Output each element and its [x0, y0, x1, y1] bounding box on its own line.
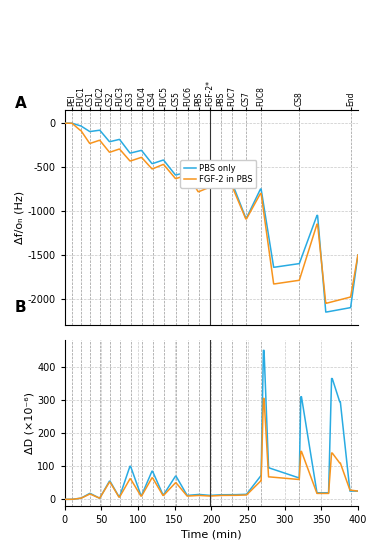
Legend: PBS only, FGF-2 in PBS: PBS only, FGF-2 in PBS	[180, 161, 256, 188]
Text: B: B	[15, 300, 27, 315]
FGF-2 in PBS	[324, 300, 328, 306]
PBS only	[281, 262, 286, 269]
PBS only	[175, 172, 179, 178]
Y-axis label: Δf/oₙ (Hz): Δf/oₙ (Hz)	[15, 191, 25, 244]
PBS only	[62, 120, 67, 127]
FGF-2 in PBS	[62, 120, 67, 127]
Line: PBS only: PBS only	[65, 123, 358, 312]
PBS only	[304, 243, 308, 249]
FGF-2 in PBS	[115, 146, 120, 153]
PBS only	[324, 309, 328, 315]
FGF-2 in PBS	[304, 256, 308, 263]
FGF-2 in PBS	[356, 252, 360, 258]
FGF-2 in PBS	[253, 199, 258, 206]
PBS only	[238, 201, 243, 208]
X-axis label: Time (min): Time (min)	[181, 529, 242, 539]
FGF-2 in PBS	[238, 203, 243, 210]
Line: FGF-2 in PBS: FGF-2 in PBS	[65, 123, 358, 303]
PBS only	[115, 136, 120, 143]
Text: A: A	[15, 96, 27, 111]
Y-axis label: ΔD (×10⁻⁶): ΔD (×10⁻⁶)	[24, 392, 34, 454]
PBS only	[356, 252, 360, 258]
PBS only	[253, 196, 258, 203]
FGF-2 in PBS	[281, 279, 286, 286]
FGF-2 in PBS	[175, 175, 179, 182]
